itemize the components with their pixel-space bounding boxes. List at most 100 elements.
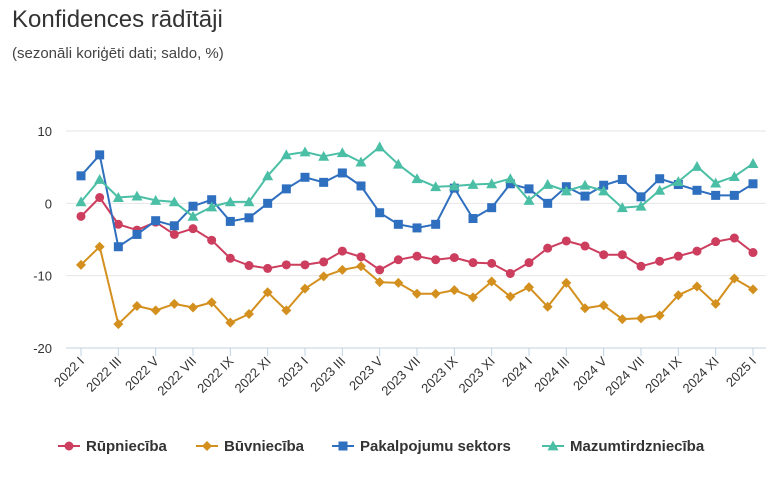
data-point xyxy=(94,241,105,252)
data-point xyxy=(673,251,683,261)
legend-label: Mazumtirdzniecība xyxy=(570,438,705,455)
data-point xyxy=(579,179,591,190)
data-point xyxy=(225,216,235,226)
data-point xyxy=(112,192,124,202)
x-tick-label: 2023 XI xyxy=(455,354,497,396)
data-point xyxy=(486,178,498,189)
x-tick-label: 2022 IX xyxy=(194,353,237,396)
data-point xyxy=(393,219,403,229)
data-point xyxy=(188,302,198,313)
data-point xyxy=(113,219,123,229)
data-point xyxy=(504,173,516,184)
x-tick-label: 2024 IX xyxy=(642,353,685,396)
y-tick-label: -20 xyxy=(33,341,52,356)
data-point xyxy=(468,292,478,303)
data-point xyxy=(244,213,254,223)
data-point xyxy=(131,190,143,201)
data-point xyxy=(449,285,460,296)
data-point xyxy=(728,171,740,181)
data-point xyxy=(468,258,478,268)
data-point xyxy=(524,258,534,268)
legend-item[interactable]: Rūpniecība xyxy=(58,438,168,455)
data-point xyxy=(356,261,366,272)
series-b-vniec-ba xyxy=(76,241,758,330)
data-point xyxy=(431,255,441,265)
data-point xyxy=(617,174,627,184)
data-point xyxy=(300,260,310,270)
data-point xyxy=(188,201,198,211)
data-point xyxy=(655,256,665,266)
data-point xyxy=(729,190,739,200)
data-point xyxy=(561,236,571,246)
data-point xyxy=(375,208,385,218)
y-tick-label: -10 xyxy=(33,269,52,284)
data-point xyxy=(225,253,235,263)
legend-marker xyxy=(338,441,348,451)
data-point xyxy=(561,277,572,288)
data-point xyxy=(150,305,161,316)
data-point xyxy=(169,229,179,239)
legend-item[interactable]: Mazumtirdzniecība xyxy=(542,438,705,455)
data-point xyxy=(748,179,758,189)
data-point xyxy=(169,298,180,309)
data-point xyxy=(412,251,422,261)
data-point xyxy=(524,184,534,194)
data-point xyxy=(299,146,311,157)
legend-item[interactable]: Būvniecība xyxy=(196,438,305,455)
data-point xyxy=(672,176,684,187)
data-point xyxy=(132,229,142,239)
data-point xyxy=(300,172,310,182)
x-tick-label: 2023 VII xyxy=(378,354,423,399)
data-point xyxy=(430,181,442,192)
data-point xyxy=(729,233,739,243)
data-point xyxy=(262,287,273,298)
x-tick-label: 2025 I xyxy=(723,354,759,390)
series-mazumtirdzniec-ba xyxy=(75,141,759,221)
legend-item[interactable]: Pakalpojumu sektors xyxy=(332,438,511,455)
data-point xyxy=(356,252,366,262)
data-point xyxy=(543,243,553,253)
data-point xyxy=(505,291,516,302)
chart-subtitle: (sezonāli koriģēti dati; saldo, %) xyxy=(12,45,224,62)
x-tick-label: 2022 I xyxy=(51,354,87,390)
data-point xyxy=(598,300,609,311)
legend[interactable]: Rūpniecība Būvniecība Pakalpojumu sektors M… xyxy=(58,438,705,455)
data-point xyxy=(318,150,330,161)
x-tick-label: 2023 IX xyxy=(418,353,461,396)
data-point xyxy=(635,200,647,211)
data-point xyxy=(617,314,628,325)
grid-lines xyxy=(66,130,766,349)
data-point xyxy=(225,317,236,328)
series-group xyxy=(75,141,759,330)
data-point xyxy=(654,310,665,321)
data-point xyxy=(412,288,422,299)
data-point xyxy=(448,180,460,191)
data-point xyxy=(168,196,180,207)
data-point xyxy=(337,264,348,275)
data-point xyxy=(599,180,609,190)
data-point xyxy=(169,221,179,231)
data-point xyxy=(580,241,590,251)
data-point xyxy=(207,235,217,245)
data-point xyxy=(188,224,198,234)
data-point xyxy=(374,141,386,152)
data-point xyxy=(542,301,553,312)
data-point xyxy=(151,216,161,226)
legend-marker xyxy=(64,441,74,451)
x-tick-label: 2022 XI xyxy=(231,354,273,396)
data-point xyxy=(673,290,684,301)
y-tick-label: 0 xyxy=(45,196,52,211)
series-r-pniec-ba xyxy=(76,193,758,278)
data-point xyxy=(95,193,105,203)
data-point xyxy=(319,257,329,267)
x-tick-label: 2024 VII xyxy=(602,354,647,399)
data-point xyxy=(598,185,610,196)
data-point xyxy=(580,191,590,201)
data-point xyxy=(224,196,236,207)
data-point xyxy=(375,265,385,275)
data-point xyxy=(280,149,292,160)
series-pakalpojumu-sektors xyxy=(76,150,758,252)
data-point xyxy=(692,185,702,195)
y-axis-ticks: 10 0 -10 -20 xyxy=(33,124,52,356)
